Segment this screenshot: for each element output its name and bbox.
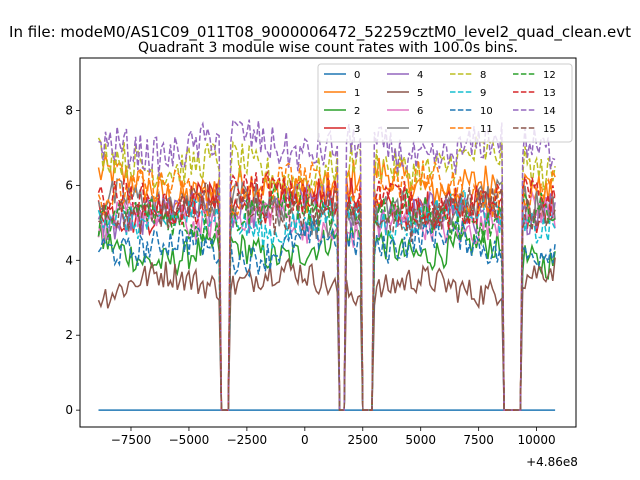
legend-label: 15	[543, 124, 556, 135]
x-tick-label: −7500	[111, 433, 152, 447]
series-layer	[97, 118, 556, 411]
legend-label: 7	[417, 124, 423, 135]
x-tick-label: 2500	[347, 433, 378, 447]
legend-label: 13	[543, 88, 556, 99]
plot-frame	[79, 57, 577, 428]
y-tick-label: 4	[65, 253, 73, 267]
series-line-10	[97, 218, 556, 411]
x-offset-label: +4.86e8	[526, 455, 578, 469]
series-line-12	[97, 183, 556, 411]
x-tick-label: 5000	[405, 433, 436, 447]
legend-label: 14	[543, 106, 556, 117]
series-line-2	[97, 224, 556, 411]
axis-ticks: −7500 −5000 −2500 0 2500 5000 7500 10000 0 2 4 6 8	[65, 103, 555, 447]
y-tick-label: 8	[65, 103, 73, 117]
x-tick-label: −5000	[169, 433, 210, 447]
series-line-13	[97, 169, 556, 411]
legend-label: 4	[417, 70, 423, 81]
series-line-14	[98, 118, 556, 411]
legend-label: 1	[354, 88, 360, 99]
legend-label: 5	[417, 88, 423, 99]
y-tick-label: 6	[65, 178, 73, 192]
y-tick-label: 2	[65, 328, 73, 342]
legend-label: 2	[354, 106, 360, 117]
legend-label: 12	[543, 70, 556, 81]
chart-title: Quadrant 3 module wise count rates with …	[138, 40, 518, 56]
legend-label: 10	[480, 106, 493, 117]
series-line-11	[97, 159, 556, 411]
x-tick-label: 10000	[518, 433, 556, 447]
legend-label: 6	[417, 106, 423, 117]
series-line-5	[97, 257, 556, 411]
legend-label: 3	[354, 124, 360, 135]
x-tick-label: 7500	[463, 433, 494, 447]
y-tick-label: 0	[65, 403, 73, 417]
chart-suptitle: In file: modeM0/AS1C09_011T08_9000006472…	[9, 23, 631, 42]
x-tick-label: 0	[301, 433, 309, 447]
series-line-15	[98, 181, 556, 411]
x-tick-label: −2500	[227, 433, 268, 447]
legend-label: 9	[480, 88, 486, 99]
legend-label: 0	[354, 70, 360, 81]
legend-box	[317, 63, 573, 143]
legend-label: 11	[480, 124, 493, 135]
legend-label: 8	[480, 70, 486, 81]
